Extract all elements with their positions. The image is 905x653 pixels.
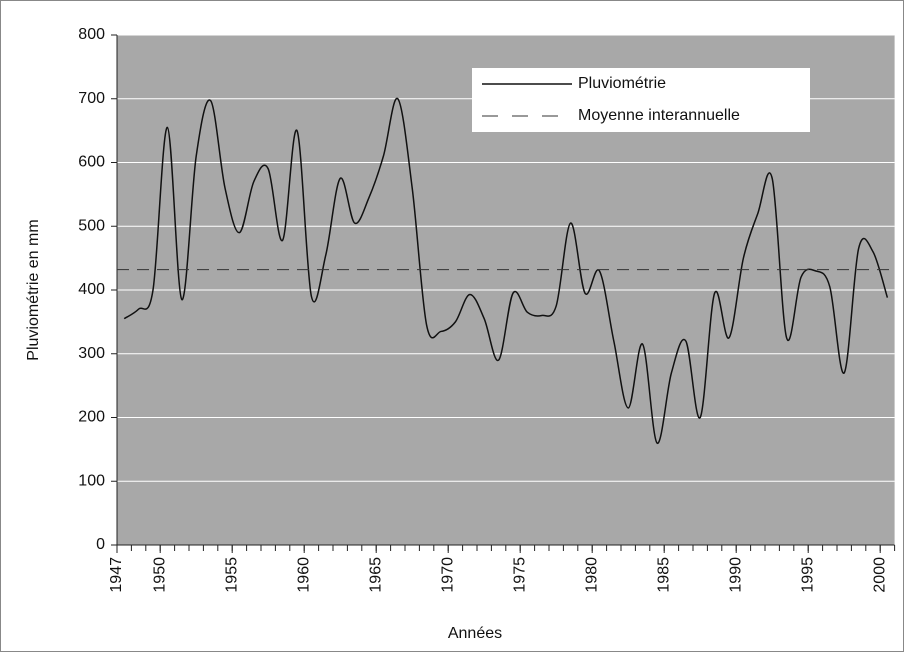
x-tick-label: 1970 xyxy=(439,557,456,593)
x-tick-label: 1955 xyxy=(223,557,240,593)
x-tick-label: 1975 xyxy=(511,557,528,593)
x-tick-label: 1995 xyxy=(799,557,816,593)
series-line xyxy=(123,97,889,444)
y-tick-label: 0 xyxy=(96,536,105,553)
legend-label: Pluviométrie xyxy=(578,75,666,92)
x-tick-label: 1980 xyxy=(583,557,600,593)
y-tick-label: 600 xyxy=(78,154,105,171)
x-axis-label: Années xyxy=(448,625,502,642)
legend-label: Moyenne interannuelle xyxy=(578,107,740,124)
y-tick-label: 400 xyxy=(78,281,105,298)
x-tick-label: 2000 xyxy=(871,557,888,593)
x-tick-label: 1960 xyxy=(295,557,312,593)
y-tick-label: 300 xyxy=(78,345,105,362)
x-tick-label: 1947 xyxy=(108,557,125,593)
legend-box xyxy=(472,68,810,132)
y-tick-label: 800 xyxy=(78,26,105,43)
x-tick-label: 1985 xyxy=(655,557,672,593)
y-axis-label: Pluviométrie en mm xyxy=(25,219,42,360)
x-tick-label: 1965 xyxy=(367,557,384,593)
x-tick-label: 1950 xyxy=(151,557,168,593)
y-tick-label: 500 xyxy=(78,217,105,234)
x-tick-label: 1990 xyxy=(727,557,744,593)
y-tick-label: 100 xyxy=(78,472,105,489)
y-tick-label: 700 xyxy=(78,90,105,107)
y-tick-label: 200 xyxy=(78,409,105,426)
